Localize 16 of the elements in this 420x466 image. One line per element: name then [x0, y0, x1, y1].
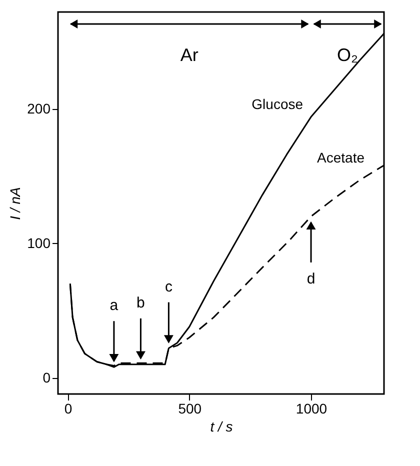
series-label: Acetate — [317, 149, 365, 166]
series-label: Glucose — [252, 96, 304, 112]
y-tick-label: 200 — [27, 100, 51, 116]
annotation: Ar — [180, 45, 198, 65]
annotation: b — [136, 294, 145, 312]
y-tick-label: 100 — [27, 234, 51, 251]
annotation: O₂ — [337, 45, 358, 65]
y-axis-title: I / nA — [7, 187, 24, 220]
x-tick-label: 500 — [178, 400, 202, 416]
y-tick-label: 0 — [42, 369, 51, 386]
x-tick-label: 0 — [64, 400, 72, 416]
annotation: a — [110, 297, 119, 314]
annotation: c — [164, 278, 173, 296]
x-tick-label: 1000 — [296, 400, 328, 416]
x-axis-title: t / s — [210, 418, 233, 434]
annotation: d — [306, 270, 316, 288]
